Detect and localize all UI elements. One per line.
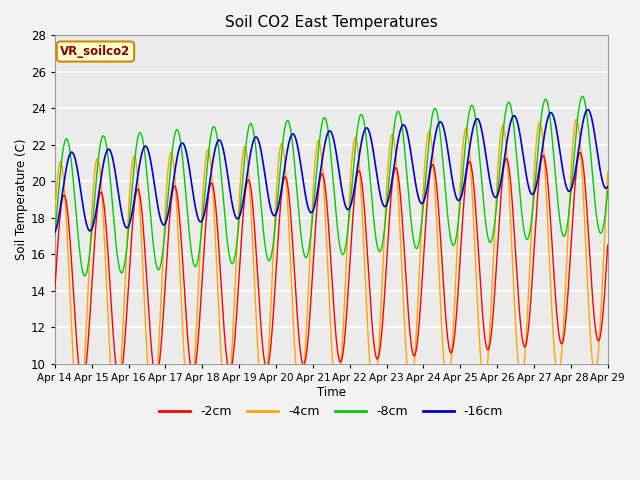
X-axis label: Time: Time: [317, 385, 346, 398]
Title: Soil CO2 East Temperatures: Soil CO2 East Temperatures: [225, 15, 438, 30]
Legend: -2cm, -4cm, -8cm, -16cm: -2cm, -4cm, -8cm, -16cm: [154, 400, 508, 423]
Y-axis label: Soil Temperature (C): Soil Temperature (C): [15, 139, 28, 260]
Text: VR_soilco2: VR_soilco2: [60, 45, 131, 58]
